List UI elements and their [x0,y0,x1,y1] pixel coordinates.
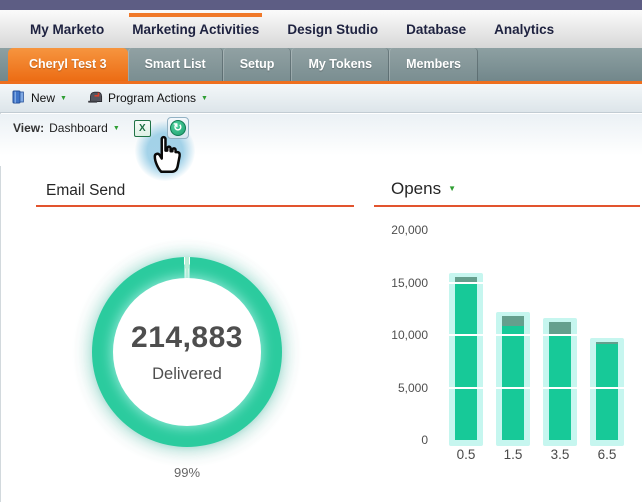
tab-members[interactable]: Members [389,48,479,81]
delivered-count: 214,883 [131,320,243,354]
opens-title-row: Opens ▼ [391,179,456,199]
mailbox-icon [87,89,103,108]
bar-top-segment [502,316,524,326]
y-axis-tick-label: 20,000 [391,223,428,237]
nav-item-analytics[interactable]: Analytics [494,21,555,37]
opens-title: Opens [391,179,442,198]
hand-cursor-icon [149,128,185,178]
email-send-title: Email Send [46,182,126,199]
tab-smart-list[interactable]: Smart List [127,48,223,81]
y-axis-tick-label: 5,000 [397,380,428,395]
view-row: View: Dashboard ▼ X ↻ [13,117,189,139]
view-value[interactable]: Dashboard [49,121,108,135]
view-row-background [0,114,642,166]
chevron-down-icon: ▼ [201,94,208,102]
chevron-down-icon[interactable]: ▼ [448,184,457,193]
chevron-down-icon: ▼ [60,94,67,102]
new-button-label: New [31,91,56,105]
y-axis-tick-label: 15,000 [391,275,428,290]
top-window-bar [0,0,642,10]
x-axis-tick-label: 1.5 [503,447,523,462]
program-tabbar: Cheryl Test 3 Smart List Setup My Tokens… [0,48,642,81]
opens-bar[interactable] [549,322,571,440]
nav-item-my-marketo[interactable]: My Marketo [30,21,105,37]
y-axis-tick-label: 0 [421,433,428,447]
email-send-title-underline [36,205,354,207]
opens-bar[interactable] [455,277,477,440]
gridline [443,386,633,389]
new-button[interactable]: New ▼ [10,89,67,108]
opens-bar[interactable] [596,342,618,440]
nav-item-design-studio[interactable]: Design Studio [287,21,379,37]
tab-cheryl-test-3[interactable]: Cheryl Test 3 [8,48,128,81]
delivered-label: Delivered [152,364,222,383]
opens-bar-chart: 0 5,000 10,000 15,000 20,000 0.5 1.5 3.5 6.5 [385,210,642,480]
view-label: View: [13,121,45,135]
bar-top-segment [549,322,571,335]
opens-bar[interactable] [502,316,524,440]
y-axis-tick-label: 10,000 [391,328,428,342]
opens-title-underline [374,205,640,207]
delivered-percent-label: 99% [173,465,201,480]
nav-item-database[interactable]: Database [406,21,467,37]
email-send-donut-chart[interactable]: 214,883 Delivered [92,257,282,447]
bar-top-segment [596,342,618,345]
x-axis-tick-label: 3.5 [550,447,570,462]
refresh-button[interactable]: ↻ [166,117,189,139]
tab-setup[interactable]: Setup [222,48,292,81]
excel-icon: X [138,122,146,134]
gridline [443,281,633,284]
action-toolbar: New ▼ Program Actions ▼ [0,84,642,113]
refresh-icon: ↻ [169,120,186,136]
program-actions-button[interactable]: Program Actions ▼ [87,89,208,108]
excel-export-button[interactable]: X [133,119,151,137]
x-axis-tick-label: 6.5 [597,447,617,462]
content-left-border [0,84,1,502]
binder-icon [10,89,26,108]
primary-nav: My Marketo Marketing Activities Design S… [0,10,642,48]
x-axis-tick-label: 0.5 [456,447,476,462]
program-actions-label: Program Actions [107,91,196,105]
bar-top-segment [455,277,477,283]
gridline [443,334,633,336]
nav-item-marketing-activities[interactable]: Marketing Activities [129,10,263,48]
chevron-down-icon[interactable]: ▼ [112,124,120,132]
tab-my-tokens[interactable]: My Tokens [291,48,390,81]
tabbar-accent-divider [0,81,642,84]
donut-center: 214,883 Delivered [113,278,261,426]
